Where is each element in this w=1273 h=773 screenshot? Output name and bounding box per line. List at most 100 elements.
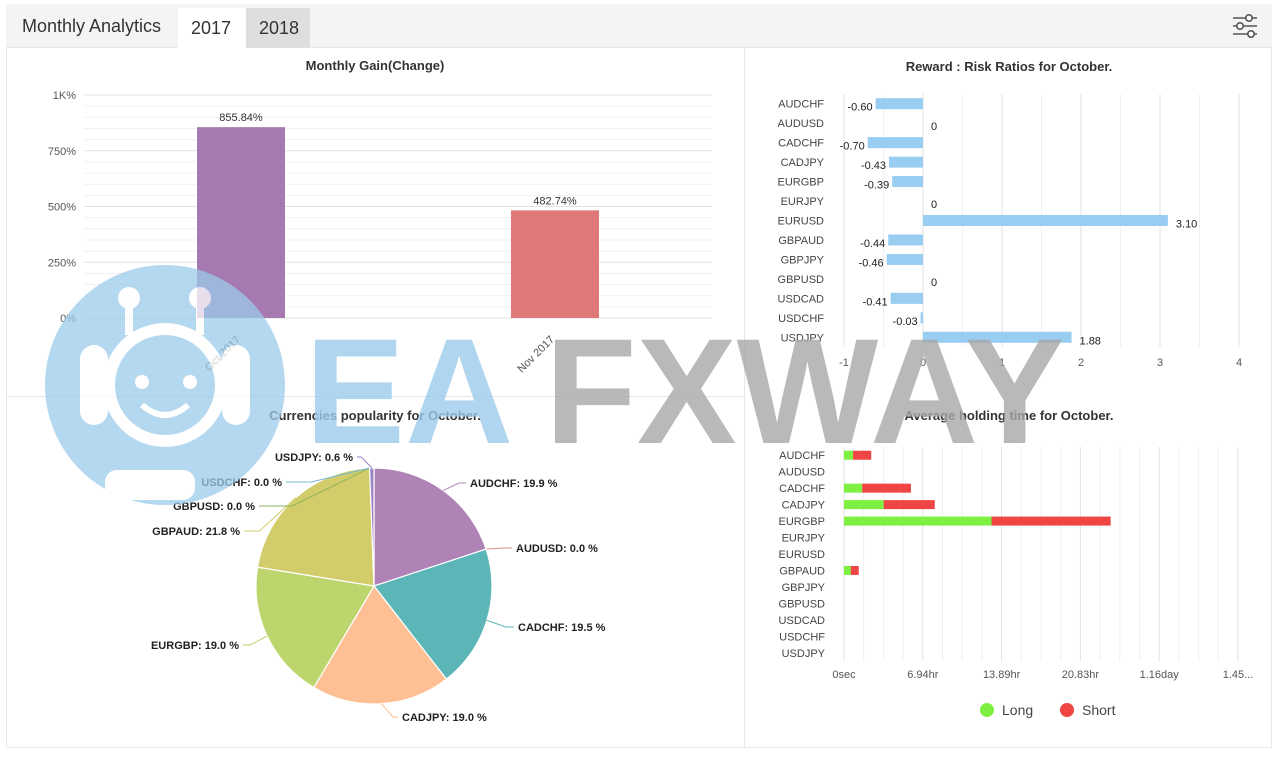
x-tick-label: Nov 2017 bbox=[515, 334, 557, 376]
category-label: EURJPY bbox=[781, 196, 825, 208]
ratio-value-label: 0 bbox=[931, 121, 937, 133]
pie-leader-line bbox=[243, 635, 268, 646]
x-tick-label: 4 bbox=[1236, 357, 1242, 369]
category-label: GBPJPY bbox=[781, 254, 825, 266]
category-label: USDJPY bbox=[782, 648, 826, 660]
ratio-value-label: -0.70 bbox=[840, 141, 865, 153]
ratio-bar bbox=[886, 253, 923, 265]
pie-leader-line bbox=[357, 456, 373, 469]
category-label: USDJPY bbox=[781, 332, 825, 344]
ratio-bar bbox=[875, 98, 923, 110]
legend-marker-long bbox=[980, 703, 994, 717]
app-header: Monthly Analytics 2017 2018 bbox=[6, 4, 1272, 48]
holding-bar-short bbox=[862, 483, 911, 493]
y-tick-label: 500% bbox=[48, 202, 76, 214]
pie-slice-label: AUDUSD: 0.0 % bbox=[516, 543, 598, 555]
category-label: GBPUSD bbox=[778, 274, 825, 286]
legend-label-short: Short bbox=[1082, 702, 1116, 718]
dashboard-frame bbox=[6, 48, 1272, 748]
category-label: AUDCHF bbox=[778, 99, 824, 111]
pie-slice-label: EURGBP: 19.0 % bbox=[151, 640, 239, 652]
legend-label-long: Long bbox=[1002, 702, 1033, 718]
category-label: GBPAUD bbox=[779, 565, 825, 577]
holding-bar-short bbox=[850, 565, 859, 575]
pie-slice bbox=[368, 467, 375, 587]
x-tick-label: 13.89hr bbox=[983, 669, 1021, 681]
x-tick-label: 0sec bbox=[832, 669, 856, 681]
holding-bar-short bbox=[991, 516, 1111, 526]
x-tick-label: 2 bbox=[1078, 357, 1084, 369]
pie-leader-line bbox=[259, 467, 370, 507]
y-tick-label: 750% bbox=[48, 146, 76, 158]
legend-marker-short bbox=[1060, 703, 1074, 717]
category-label: GBPAUD bbox=[778, 235, 824, 247]
gain-bar bbox=[511, 210, 599, 318]
category-label: CADCHF bbox=[779, 483, 825, 495]
category-label: USDCHF bbox=[779, 631, 825, 643]
holding-bar-long bbox=[844, 565, 851, 575]
pie-slice-label: USDJPY: 0.6 % bbox=[275, 452, 353, 464]
holding-bar-long bbox=[844, 483, 863, 493]
holding-bar-long bbox=[844, 450, 854, 460]
ratio-bar bbox=[888, 234, 923, 246]
pie-slice-label: CADJPY: 19.0 % bbox=[402, 712, 487, 724]
category-label: USDCHF bbox=[778, 313, 824, 325]
tab-2018[interactable]: 2018 bbox=[246, 8, 310, 48]
category-label: EURGBP bbox=[778, 177, 824, 189]
ratio-bar bbox=[892, 176, 923, 188]
vertical-divider bbox=[744, 48, 745, 748]
category-label: GBPUSD bbox=[779, 598, 826, 610]
holding-bar-short bbox=[883, 500, 935, 510]
pie-leader-line bbox=[244, 497, 297, 532]
x-tick-label: 3 bbox=[1157, 357, 1163, 369]
pie-slice bbox=[373, 548, 493, 680]
ratio-value-label: -0.39 bbox=[864, 180, 889, 192]
pie-leader-line bbox=[381, 703, 398, 718]
category-label: CADCHF bbox=[778, 138, 824, 150]
gain-bar bbox=[197, 127, 285, 319]
pie-slice bbox=[313, 584, 448, 705]
x-tick-label: 1.16day bbox=[1140, 669, 1180, 681]
x-tick-label: 1.45... bbox=[1223, 669, 1254, 681]
category-label: AUDUSD bbox=[779, 467, 826, 479]
pie-slice-label: CADCHF: 19.5 % bbox=[518, 622, 606, 634]
ratio-value-label: -0.43 bbox=[861, 160, 886, 172]
x-tick-label: 1 bbox=[999, 357, 1005, 369]
chart-title: Monthly Gain(Change) bbox=[306, 58, 445, 73]
chart-title: Currencies popularity for October. bbox=[269, 408, 481, 423]
ratio-value-label: 0 bbox=[931, 199, 937, 211]
currencies-popularity-chart: Currencies popularity for October. AUDCHF… bbox=[151, 408, 606, 724]
chart-title: Average holding time for October. bbox=[905, 408, 1114, 423]
tab-2017[interactable]: 2017 bbox=[178, 8, 246, 48]
category-label: AUDUSD bbox=[778, 118, 825, 130]
ratio-bar bbox=[923, 331, 1072, 343]
ratio-bar bbox=[920, 312, 923, 324]
pie-slice bbox=[373, 467, 487, 587]
x-tick-label: Oct 2017 bbox=[203, 334, 243, 374]
pie-slice-label: AUDCHF: 19.9 % bbox=[470, 478, 558, 490]
y-tick-label: 250% bbox=[48, 257, 76, 269]
pie-slice-label: USDCHF: 0.0 % bbox=[201, 477, 282, 489]
pie-slice-label: GBPUSD: 0.0 % bbox=[173, 501, 255, 513]
y-tick-label: 1K% bbox=[53, 90, 76, 102]
x-tick-label: 6.94hr bbox=[907, 669, 939, 681]
ratio-value-label: 1.88 bbox=[1080, 335, 1101, 347]
ratio-bar bbox=[890, 292, 923, 304]
pie-leader-line bbox=[486, 619, 514, 628]
pie-leader-line bbox=[286, 467, 370, 483]
y-tick-label: 0% bbox=[60, 313, 76, 325]
x-tick-label: -1 bbox=[839, 357, 849, 369]
reward-risk-chart: Reward : Risk Ratios for October. -1 0 1 2 3 4… bbox=[778, 59, 1243, 369]
ratio-bar bbox=[867, 137, 923, 149]
category-label: EURUSD bbox=[778, 216, 825, 228]
holding-bar-long bbox=[844, 500, 884, 510]
horizontal-divider bbox=[6, 396, 744, 397]
x-tick-label: 0 bbox=[920, 357, 926, 369]
category-label: GBPJPY bbox=[782, 582, 826, 594]
category-label: EURUSD bbox=[779, 549, 826, 561]
category-label: USDCAD bbox=[779, 615, 826, 627]
pie-leader-line bbox=[442, 482, 466, 491]
settings-button[interactable] bbox=[1230, 12, 1260, 40]
x-tick-label: 20.83hr bbox=[1062, 669, 1100, 681]
pie-slice bbox=[256, 467, 375, 587]
